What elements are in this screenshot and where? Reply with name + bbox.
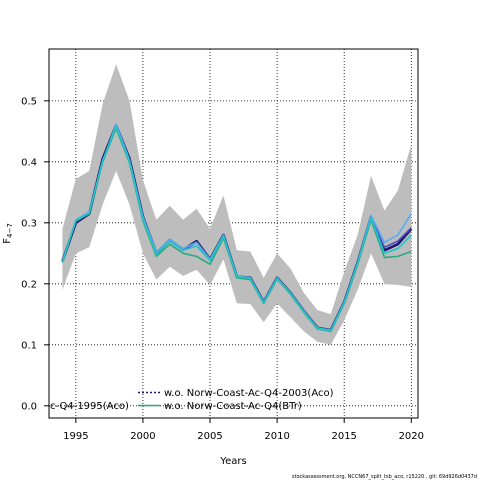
x-tick-label: 2000 [130,431,155,442]
y-tick-label: 0.5 [21,96,37,107]
series-line [61,125,412,332]
y-axis-label-main: F [2,238,13,244]
legend: w.o. Norw-Coast-Ac-Q4-2003(Aco) c-Q4-1995… [50,388,334,412]
x-tick-label: 2010 [264,431,289,442]
legend-label: c-Q4-1995(Aco) [50,401,129,412]
y-tick-label: 0.4 [21,157,37,168]
confidence-band-layer [62,64,412,345]
legend-label: w.o. Norw-Coast-Ac-Q4-2003(Aco) [164,388,334,399]
x-tick-label: 2020 [399,431,424,442]
y-tick-label: 0.1 [21,340,37,351]
x-tick-label: 2005 [197,431,222,442]
legend-label: w.o. Norw-Coast-Ac-Q4(BTr) [164,401,302,412]
x-axis-label: Years [219,456,246,467]
confidence-band [62,64,412,345]
series-layer [61,123,413,333]
y-axis-label: F4−7 [2,223,14,244]
y-tick-label: 0.2 [21,279,37,290]
footer-credit: stockassessment.org, NCCN67_split_tsb_ac… [292,474,477,480]
tick-layer: 1995 2000 2005 2010 2015 2020 0.0 0.1 0.2 0.3 0.4 0… [21,96,424,442]
plot-frame [48,48,419,419]
y-tick-label: 0.3 [21,218,37,229]
x-tick-label: 2015 [331,431,356,442]
y-tick-label: 0.0 [21,401,37,412]
y-axis-label-subscript: 4−7 [6,223,14,238]
x-tick-label: 1995 [63,431,88,442]
